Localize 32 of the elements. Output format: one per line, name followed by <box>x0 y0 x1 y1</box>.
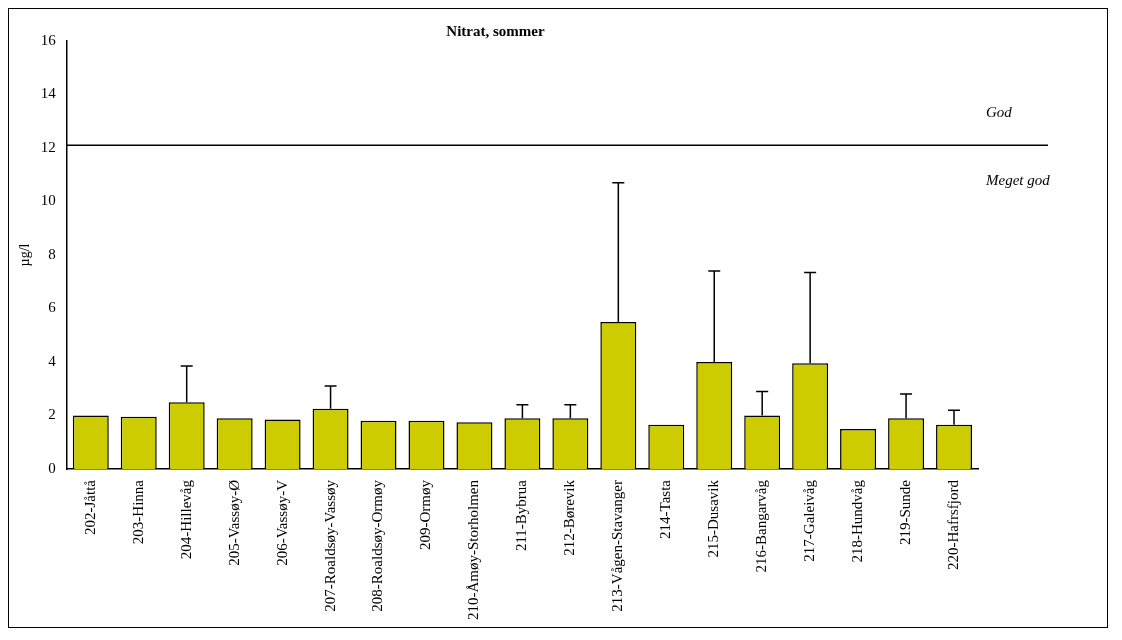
x-tick-label: 216-Bangarvåg <box>753 479 770 573</box>
x-tick-label: 215-Dusavik <box>705 479 722 558</box>
x-tick-label: 220-Hafrsfjord <box>944 479 961 570</box>
x-tick-label: 217-Galeivåg <box>801 479 818 562</box>
chart-title: Nitrat, sommer <box>446 22 545 39</box>
y-tick-label: 0 <box>48 459 56 476</box>
y-tick-label: 12 <box>40 138 56 155</box>
x-tick-label: 207-Roaldsøy-Vassøy <box>321 479 338 612</box>
x-tick-label: 202-Jåttå <box>81 479 98 535</box>
x-tick-label: 219-Sunde <box>897 479 913 546</box>
y-tick-label: 2 <box>48 406 56 423</box>
text: Meget god <box>985 172 1051 189</box>
x-tick-label: 208-Roaldsøy-Ormøy <box>369 479 386 612</box>
x-tick-label: 203-Hinna <box>129 479 146 545</box>
text: God <box>986 104 1013 121</box>
y-tick-label: 14 <box>40 85 57 102</box>
y-tick-label: 16 <box>40 31 57 48</box>
y-tick-label: 4 <box>48 352 57 369</box>
x-tick-label: 218-Hundvåg <box>849 479 866 563</box>
x-tick-label: 211-Bybrua <box>513 479 530 552</box>
x-tick-label: 210-Åmøy-Storholmen <box>465 479 482 621</box>
x-tick-label: 206-Vassøy-V <box>273 479 290 566</box>
x-tick-label: 209-Ormøy <box>417 479 434 551</box>
x-tick-label: 205-Vassøy-Ø <box>225 479 242 566</box>
y-axis-title: µg/l <box>17 243 33 267</box>
x-tick-label: 212-Børevik <box>561 479 578 556</box>
y-tick-label: 10 <box>40 192 56 209</box>
x-tick-label: 204-Hillevåg <box>177 479 194 560</box>
x-tick-label: 213-Vågen-Stavanger <box>609 480 626 612</box>
y-tick-label: 6 <box>48 299 57 316</box>
y-tick-label: 8 <box>48 245 56 262</box>
x-tick-label: 214-Tasta <box>657 479 674 539</box>
